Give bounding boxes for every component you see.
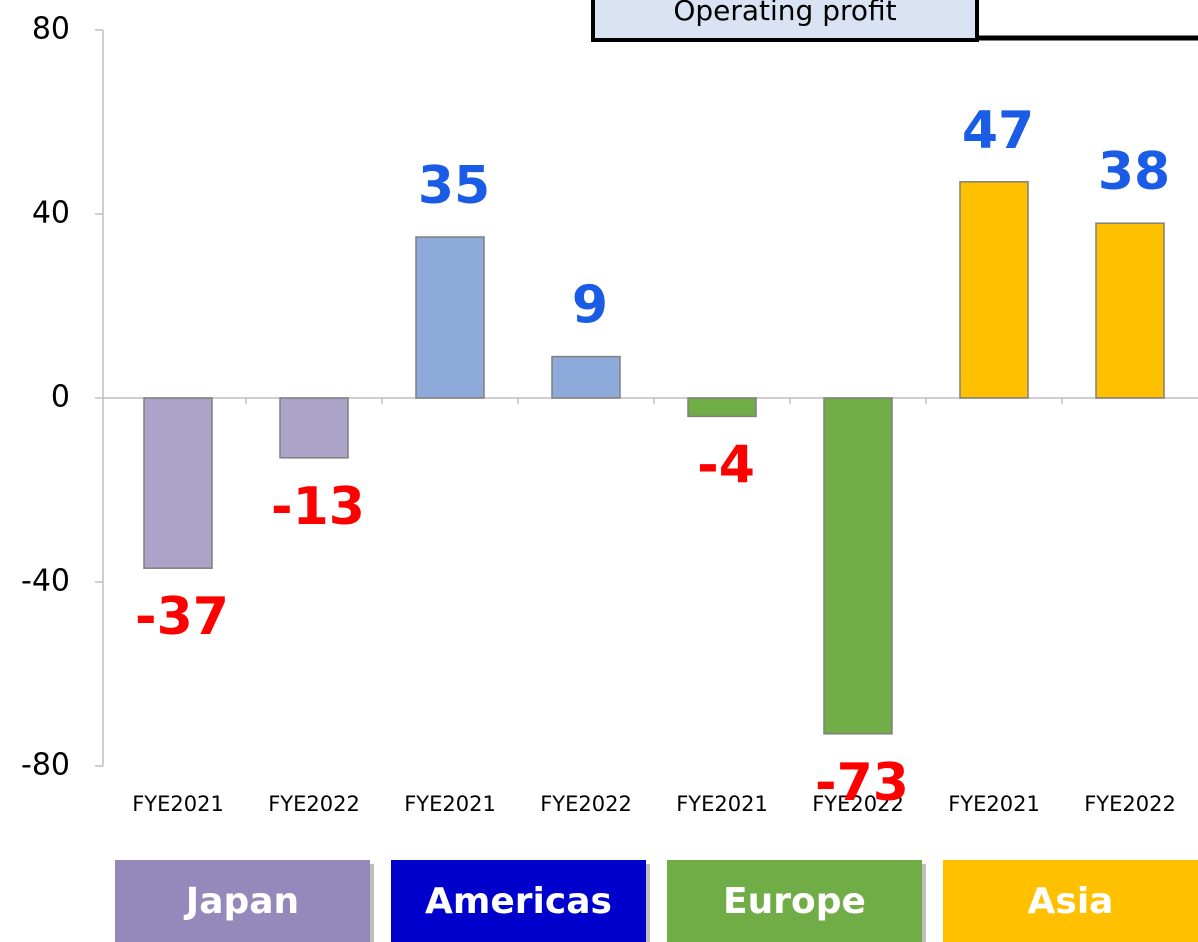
x-tick-label: FYE2021 xyxy=(676,792,768,816)
annotation-box xyxy=(591,0,979,42)
x-tick-label: FYE2022 xyxy=(812,792,904,816)
value-label: 35 xyxy=(418,156,490,216)
legend-label: Americas xyxy=(425,881,612,922)
x-tick-label: FYE2022 xyxy=(268,792,360,816)
x-tick-label: FYE2021 xyxy=(132,792,224,816)
x-tick-label: FYE2021 xyxy=(948,792,1040,816)
bar xyxy=(279,397,349,459)
value-label: 38 xyxy=(1098,142,1170,202)
x-tick-label: FYE2021 xyxy=(404,792,496,816)
bar xyxy=(823,397,893,735)
y-tick-label: 40 xyxy=(32,196,70,231)
legend-label: Asia xyxy=(1028,881,1114,922)
value-label: 47 xyxy=(962,101,1034,161)
value-label: 9 xyxy=(572,276,608,336)
legend-box xyxy=(115,860,370,942)
annotation: Operating profit xyxy=(673,0,896,27)
value-label: -13 xyxy=(271,477,365,537)
legend-label: Japan xyxy=(183,881,299,922)
legend-label: Europe xyxy=(723,881,866,922)
value-label: -73 xyxy=(815,753,909,813)
value-label: -4 xyxy=(697,435,755,495)
legend-box xyxy=(391,860,646,942)
y-tick-label: -80 xyxy=(21,748,70,783)
bar xyxy=(1095,222,1165,399)
bar xyxy=(415,236,485,399)
y-tick-label: -40 xyxy=(21,564,70,599)
bar xyxy=(959,181,1029,399)
bar xyxy=(687,397,757,418)
y-tick-label: 80 xyxy=(32,12,70,47)
x-tick-label: FYE2022 xyxy=(540,792,632,816)
bar xyxy=(143,397,213,569)
bar xyxy=(551,355,621,399)
legend-box xyxy=(667,860,922,942)
value-label: -37 xyxy=(135,587,229,647)
legend-box xyxy=(943,860,1198,942)
x-tick-label: FYE2022 xyxy=(1084,792,1176,816)
y-tick-label: 0 xyxy=(51,380,70,415)
